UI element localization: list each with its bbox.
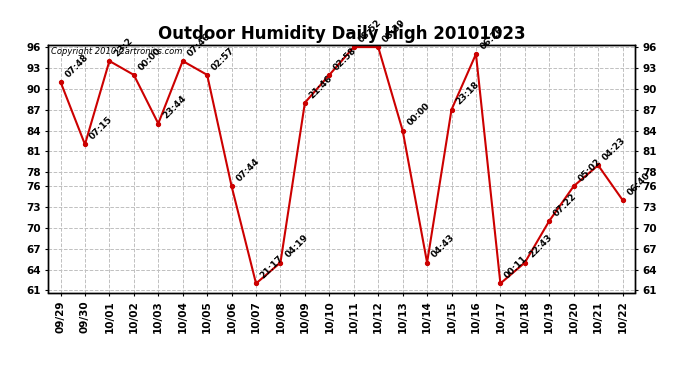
Text: Copyright 2010 Cartronics.com: Copyright 2010 Cartronics.com <box>51 48 183 57</box>
Text: 21:17: 21:17 <box>259 254 286 280</box>
Text: 02:58: 02:58 <box>332 46 359 72</box>
Title: Outdoor Humidity Daily High 20101023: Outdoor Humidity Daily High 20101023 <box>158 26 525 44</box>
Text: 06:26: 06:26 <box>479 25 505 51</box>
Text: 21:46: 21:46 <box>308 73 335 100</box>
Text: 04:19: 04:19 <box>283 233 310 260</box>
Text: 02:57: 02:57 <box>210 45 237 72</box>
Text: 08:52: 08:52 <box>357 18 383 44</box>
Text: 23:2: 23:2 <box>112 36 135 58</box>
Text: 00:00: 00:00 <box>137 46 163 72</box>
Text: 05:02: 05:02 <box>576 157 603 183</box>
Text: 07:46: 07:46 <box>186 32 213 58</box>
Text: 07:48: 07:48 <box>63 53 90 79</box>
Text: 04:23: 04:23 <box>601 136 627 162</box>
Text: 00:11: 00:11 <box>503 254 530 280</box>
Text: 08:39: 08:39 <box>381 18 408 44</box>
Text: 04:43: 04:43 <box>430 233 457 260</box>
Text: 07:15: 07:15 <box>88 115 115 142</box>
Text: 23:44: 23:44 <box>161 94 188 121</box>
Text: 22:43: 22:43 <box>528 233 554 260</box>
Text: 06:40: 06:40 <box>625 171 652 197</box>
Text: 00:00: 00:00 <box>406 102 432 128</box>
Text: 23:18: 23:18 <box>454 80 481 107</box>
Text: 07:22: 07:22 <box>552 192 579 218</box>
Text: 07:44: 07:44 <box>235 157 261 183</box>
